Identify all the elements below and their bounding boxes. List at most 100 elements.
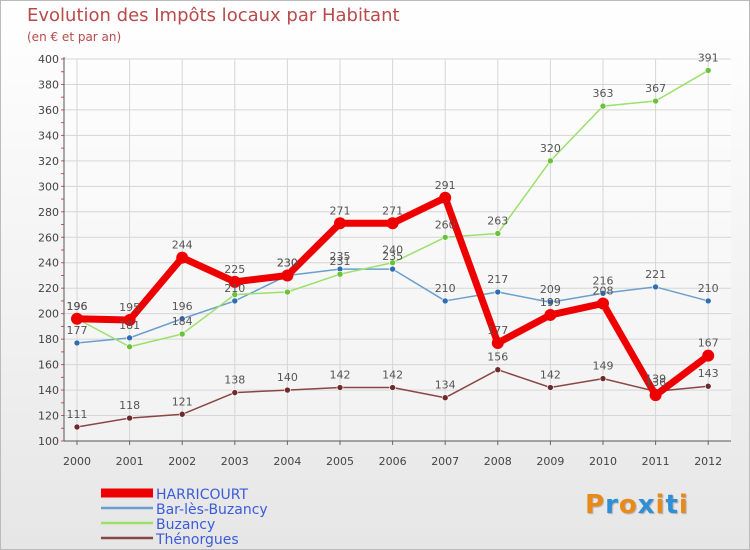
plot-area [64, 59, 731, 441]
data-label: 177 [487, 324, 508, 337]
data-label: 363 [593, 87, 614, 100]
x-tick-label: 2011 [642, 455, 670, 468]
data-label: 260 [435, 218, 456, 231]
data-point [389, 265, 396, 273]
data-label: 121 [172, 395, 193, 408]
data-label: 271 [330, 204, 351, 217]
data-point [178, 410, 186, 418]
legend-label: Bar-lès-Buzancy [156, 502, 268, 518]
data-label: 181 [119, 319, 140, 332]
data-label: 235 [330, 250, 351, 263]
data-label: 118 [119, 399, 140, 412]
data-point [126, 334, 133, 342]
data-label: 167 [698, 337, 719, 350]
data-label: 184 [172, 315, 193, 328]
data-point [231, 297, 239, 305]
data-label: 391 [698, 51, 719, 64]
data-label: 149 [593, 360, 614, 373]
data-label: 138 [224, 374, 245, 387]
data-label: 217 [487, 273, 508, 286]
legend-label: HARRICOURT [156, 487, 248, 503]
proxiti-logo: Proxiti [585, 490, 689, 520]
y-tick-label: 320 [38, 155, 59, 168]
data-point [386, 217, 399, 230]
data-point [439, 191, 452, 204]
data-label: 140 [277, 371, 298, 384]
y-tick-label: 100 [38, 435, 59, 448]
data-label: 209 [540, 283, 561, 296]
data-label: 240 [382, 244, 403, 257]
data-point [231, 389, 239, 396]
data-point [547, 384, 554, 391]
data-label: 216 [593, 274, 614, 287]
data-point [178, 315, 186, 323]
data-point [73, 423, 81, 431]
data-point [441, 297, 449, 305]
data-label: 230 [277, 256, 298, 269]
data-label: 263 [487, 214, 508, 227]
data-point [389, 259, 396, 267]
data-label: 156 [487, 351, 508, 364]
y-tick-label: 260 [38, 231, 59, 244]
y-tick-label: 360 [38, 104, 59, 117]
data-point [599, 289, 607, 297]
data-point [547, 298, 554, 306]
data-label: 244 [172, 239, 193, 252]
y-tick-label: 340 [38, 129, 59, 142]
data-label: 139 [645, 372, 666, 385]
y-tick-label: 400 [38, 53, 59, 66]
y-tick-label: 280 [38, 206, 59, 219]
data-label: 367 [645, 82, 666, 95]
data-label: 196 [67, 300, 88, 313]
data-point [704, 67, 712, 74]
data-point [704, 382, 712, 390]
data-label: 142 [330, 369, 351, 382]
data-point [231, 291, 239, 298]
data-label: 134 [435, 379, 456, 392]
data-label: 208 [593, 284, 614, 297]
data-point [123, 314, 136, 327]
data-label: 210 [224, 282, 245, 295]
data-point [491, 336, 504, 349]
y-tick-label: 160 [38, 359, 59, 372]
x-tick-label: 2010 [589, 455, 617, 468]
data-label: 221 [645, 268, 666, 281]
legend-label: Thénorgues [155, 532, 239, 548]
data-point [702, 349, 715, 362]
data-point [441, 233, 449, 241]
data-label: 225 [224, 263, 245, 276]
y-tick-label: 220 [38, 282, 59, 295]
data-point [599, 102, 607, 110]
data-point [126, 414, 133, 422]
x-tick-label: 2002 [168, 455, 196, 468]
data-label: 177 [67, 324, 88, 337]
data-point [652, 283, 659, 291]
y-tick-label: 140 [38, 384, 59, 397]
x-tick-label: 2000 [63, 455, 91, 468]
data-point [547, 157, 554, 165]
data-point [336, 270, 344, 278]
data-point [126, 343, 133, 351]
data-label: 235 [382, 250, 403, 263]
x-tick-label: 2012 [694, 455, 722, 468]
x-tick-label: 2006 [379, 455, 407, 468]
data-point [334, 217, 346, 230]
y-tick-label: 180 [38, 333, 59, 346]
data-label: 111 [67, 408, 88, 421]
data-label: 136 [645, 376, 666, 389]
x-tick-label: 2009 [536, 455, 564, 468]
data-point [284, 386, 291, 394]
data-point [599, 375, 607, 382]
data-label: 210 [435, 282, 456, 295]
data-point [176, 251, 189, 264]
y-tick-label: 380 [38, 78, 59, 91]
data-label: 195 [119, 301, 140, 314]
data-point [389, 384, 396, 391]
data-label: 142 [540, 369, 561, 382]
data-label: 320 [540, 142, 561, 155]
legend-label: Buzancy [156, 517, 215, 533]
y-tick-label: 240 [38, 257, 59, 270]
data-point [441, 394, 449, 402]
